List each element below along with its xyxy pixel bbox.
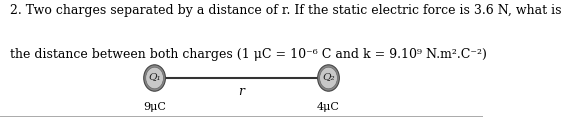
Ellipse shape [146,67,163,89]
Text: 9μC: 9μC [143,102,166,112]
Text: 4μC: 4μC [317,102,340,112]
Text: the distance between both charges (1 μC = 10⁻⁶ C and k = 9.10⁹ N.m².C⁻²): the distance between both charges (1 μC … [9,48,486,61]
Text: r: r [239,85,245,98]
Text: Q₁: Q₁ [148,72,161,81]
Text: Q₂: Q₂ [322,72,335,81]
Text: 2. Two charges separated by a distance of r. If the static electric force is 3.6: 2. Two charges separated by a distance o… [9,4,561,17]
Ellipse shape [320,67,338,89]
Ellipse shape [143,65,165,91]
Ellipse shape [318,65,339,91]
